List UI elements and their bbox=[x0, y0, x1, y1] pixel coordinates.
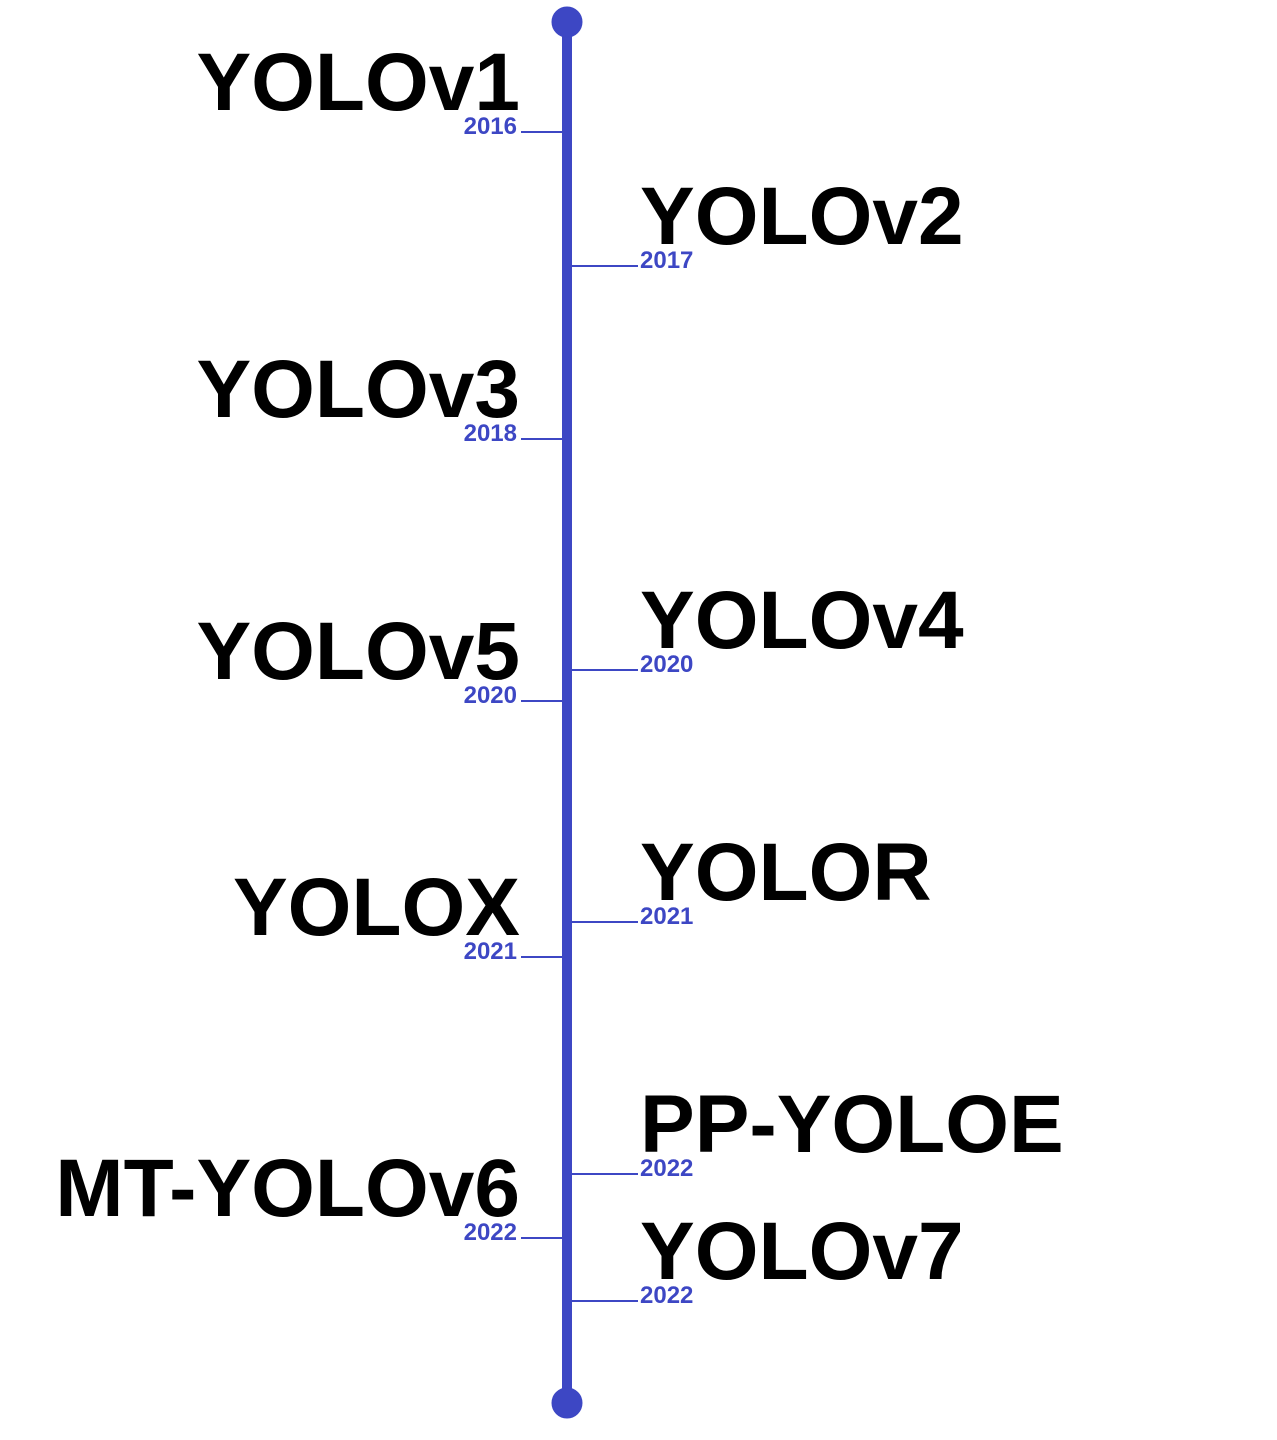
event-name: MT-YOLOv6 bbox=[55, 1143, 520, 1234]
timeline-end-dot bbox=[551, 1387, 583, 1419]
event-year: 2022 bbox=[640, 1155, 693, 1182]
event-year: 2022 bbox=[640, 1282, 693, 1309]
timeline-events: 2016YOLOv12017YOLOv22018YOLOv32020YOLOv4… bbox=[55, 37, 1063, 1309]
event-year: 2022 bbox=[464, 1219, 517, 1246]
timeline-start-dot bbox=[551, 6, 583, 38]
event-year: 2018 bbox=[464, 420, 517, 447]
event-name: YOLOv7 bbox=[640, 1206, 964, 1297]
event-name: YOLOv4 bbox=[640, 575, 964, 666]
event-year: 2021 bbox=[640, 903, 693, 930]
event-year: 2020 bbox=[464, 682, 517, 709]
event-name: PP-YOLOE bbox=[640, 1079, 1064, 1170]
event-name: YOLOv3 bbox=[196, 344, 520, 435]
event-name: YOLOR bbox=[640, 827, 932, 918]
event-name: YOLOv2 bbox=[640, 171, 964, 262]
event-year: 2016 bbox=[464, 113, 517, 140]
event-name: YOLOX bbox=[233, 862, 520, 953]
event-name: YOLOv1 bbox=[196, 37, 520, 128]
event-year: 2017 bbox=[640, 247, 693, 274]
event-year: 2020 bbox=[640, 651, 693, 678]
event-year: 2021 bbox=[464, 938, 517, 965]
event-name: YOLOv5 bbox=[196, 606, 520, 697]
